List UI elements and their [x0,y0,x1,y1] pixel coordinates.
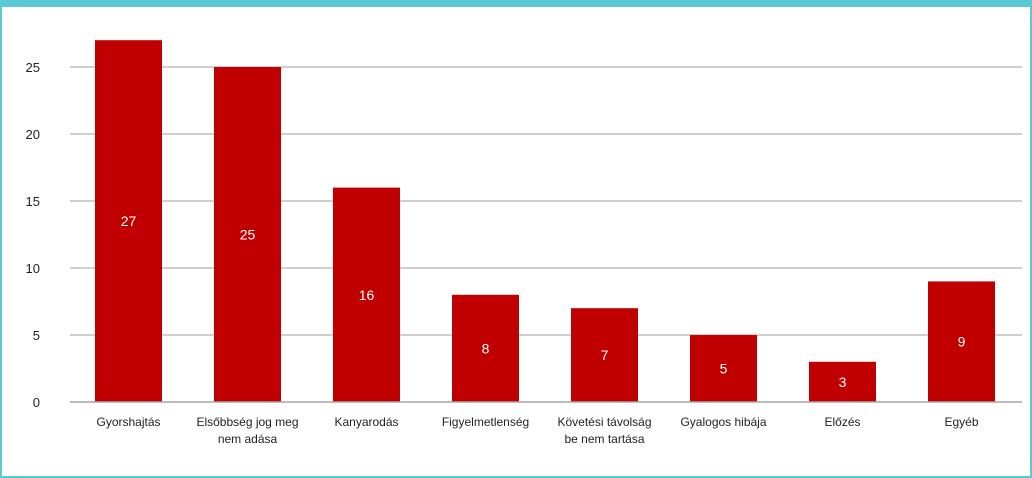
y-tick-label: 25 [26,60,40,75]
category-label: Előzés [824,415,860,429]
data-label: 9 [958,334,966,350]
y-tick-label: 10 [26,261,40,276]
data-label: 3 [839,374,847,390]
bar [809,361,876,402]
category-label: Figyelmetlenség [442,415,529,429]
category-label: nem adása [218,432,278,446]
bar [452,294,519,402]
y-tick-label: 0 [33,395,40,410]
category-label: Egyéb [944,415,978,429]
bar [333,187,400,402]
bar [95,40,162,402]
y-tick-label: 15 [26,194,40,209]
data-label: 7 [601,347,609,363]
y-tick-label: 5 [33,328,40,343]
bar [571,308,638,402]
y-axis-ticks: 0 5 10 15 20 25 [26,60,40,410]
data-labels: 27 25 16 8 7 5 3 9 [121,213,966,390]
data-label: 8 [482,340,490,356]
bar [690,335,757,402]
data-label: 25 [240,227,256,243]
category-label: Követési távolság [557,415,651,429]
category-label: Gyorshajtás [96,415,160,429]
category-labels: Gyorshajtás Elsőbbség jog meg nem adása Kan… [96,415,978,446]
gridlines [70,66,1022,336]
y-tick-label: 20 [26,127,40,142]
data-label: 16 [359,287,375,303]
data-label: 27 [121,213,137,229]
bars [95,40,995,402]
bar [214,67,281,402]
category-label: Gyalogos hibája [680,415,766,429]
category-label: Elsőbbség jog meg [196,415,298,429]
frame-top-bar [0,0,1032,7]
category-label: Kanyarodás [334,415,398,429]
category-label: be nem tartása [564,432,644,446]
bar [928,281,995,402]
data-label: 5 [720,361,728,377]
